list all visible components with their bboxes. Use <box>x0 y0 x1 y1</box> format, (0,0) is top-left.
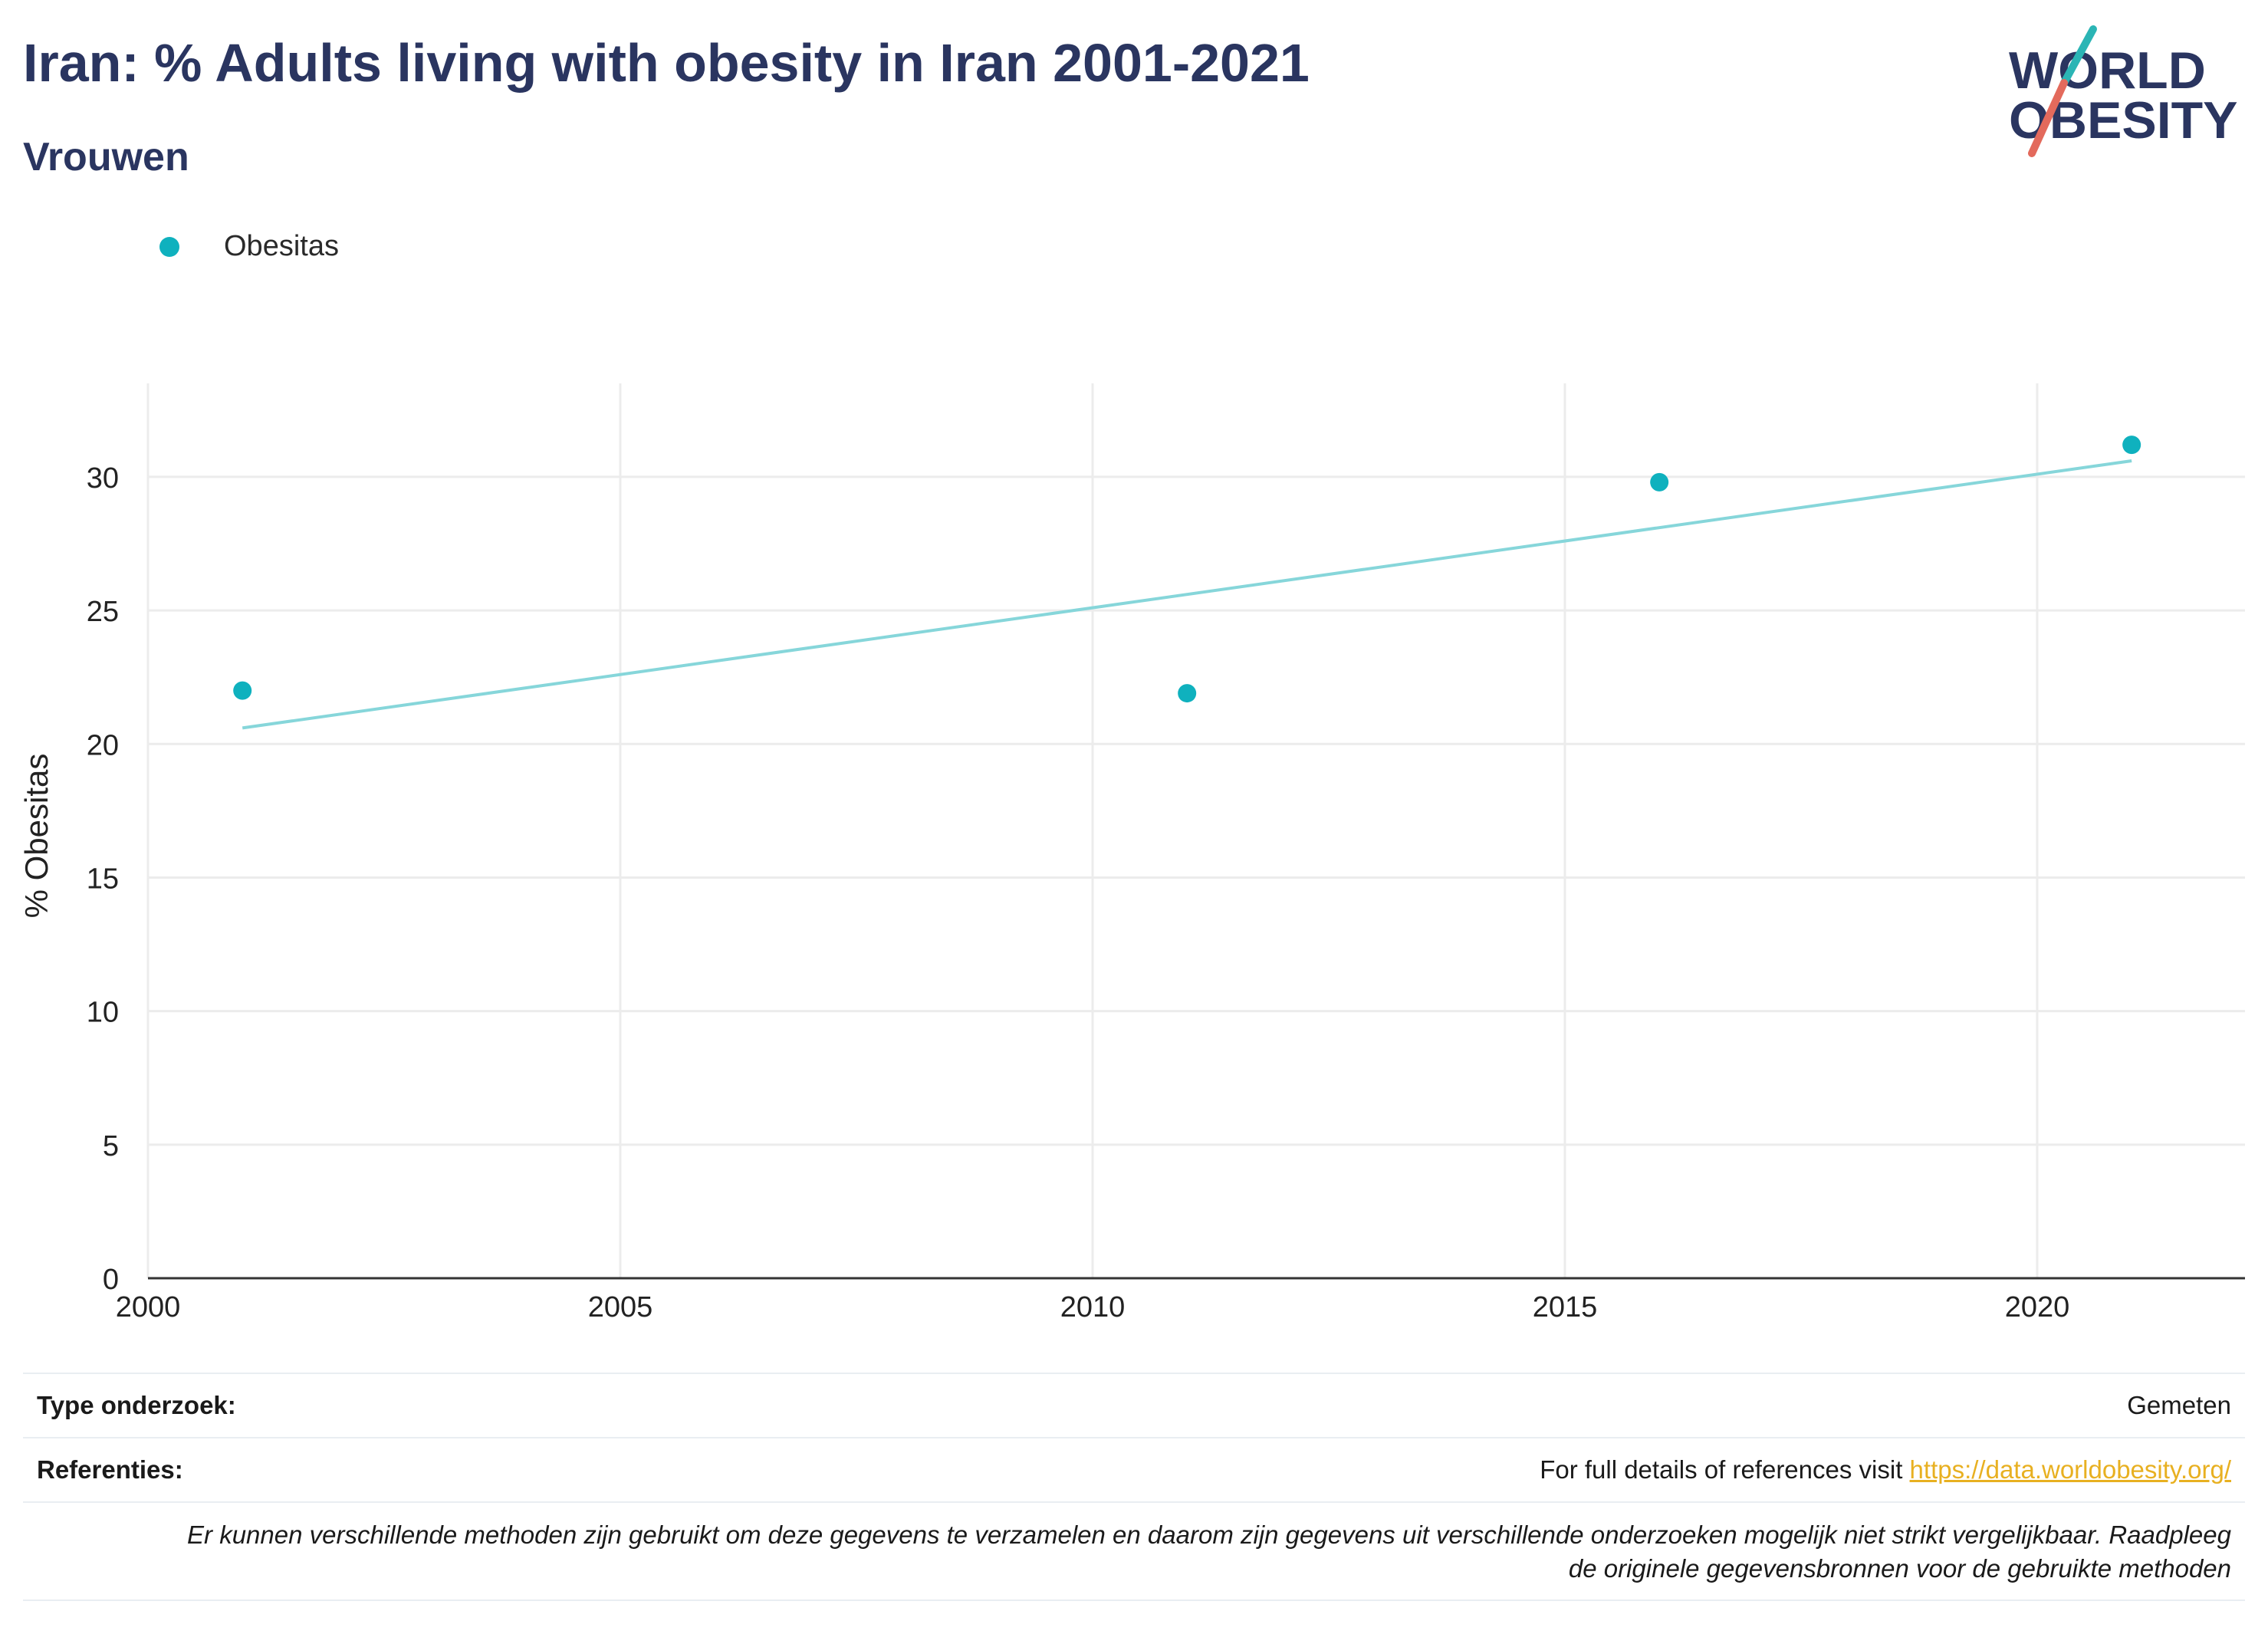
x-tick-label: 2005 <box>588 1291 653 1323</box>
data-point <box>1650 472 1669 492</box>
footer: Type onderzoek: Gemeten Referenties: For… <box>23 1373 2245 1601</box>
type-label: Type onderzoek: <box>37 1391 236 1419</box>
data-point <box>2122 436 2141 455</box>
trendline <box>242 459 2132 730</box>
note-line-1: Er kunnen verschillende methoden zijn ge… <box>187 1521 2231 1549</box>
data-point <box>1178 684 1197 703</box>
y-tick-label: 10 <box>87 997 119 1029</box>
legend: Obesitas <box>159 230 339 263</box>
logo-teal-slash-icon <box>2060 25 2097 87</box>
chart-subtitle: Vrouwen <box>23 135 189 179</box>
x-axis-ticks: 2000 2005 2010 2015 2020 <box>116 1291 2070 1323</box>
note-line-2: de originele gegevensbronnen voor de geb… <box>1568 1554 2231 1583</box>
references-text-wrap: For full details of references visit htt… <box>1540 1455 2231 1484</box>
references-text: For full details of references visit <box>1540 1455 1910 1484</box>
x-tick-label: 2010 <box>1060 1291 1126 1323</box>
data-point <box>233 681 252 700</box>
trendline-group <box>242 459 2132 730</box>
world-obesity-logo: WORLD OBESITY <box>2009 25 2238 157</box>
chart-grid <box>146 383 2245 1280</box>
scatter-chart: 0 5 10 15 20 25 30 2000 2005 2010 2015 2020 % Obes… <box>18 383 2245 1323</box>
x-tick-label: 2020 <box>2005 1291 2070 1323</box>
footer-row-type: Type onderzoek: Gemeten <box>23 1373 2245 1437</box>
logo-line1: WORLD <box>2009 41 2206 100</box>
x-tick-label: 2015 <box>1533 1291 1598 1323</box>
chart-title: Iran: % Adults living with obesity in Ir… <box>23 33 1310 93</box>
references-link[interactable]: https://data.worldobesity.org/ <box>1909 1455 2231 1484</box>
y-tick-label: 20 <box>87 729 119 761</box>
type-value: Gemeten <box>2127 1391 2231 1419</box>
legend-label: Obesitas <box>224 230 339 262</box>
y-tick-label: 5 <box>103 1130 119 1162</box>
methods-note: Er kunnen verschillende methoden zijn ge… <box>23 1501 2245 1601</box>
x-tick-label: 2000 <box>116 1291 181 1323</box>
y-tick-label: 0 <box>103 1264 119 1296</box>
y-tick-label: 25 <box>87 596 119 628</box>
footer-row-references: Referenties: For full details of referen… <box>23 1437 2245 1501</box>
y-axis-label: % Obesitas <box>18 754 54 919</box>
logo-red-slash-icon <box>2028 79 2068 157</box>
references-label: Referenties: <box>37 1455 183 1484</box>
data-points <box>233 436 2141 703</box>
y-tick-label: 30 <box>87 462 119 495</box>
y-tick-label: 15 <box>87 863 119 895</box>
y-axis-ticks: 0 5 10 15 20 25 30 <box>87 462 119 1296</box>
legend-marker-icon <box>159 236 179 257</box>
